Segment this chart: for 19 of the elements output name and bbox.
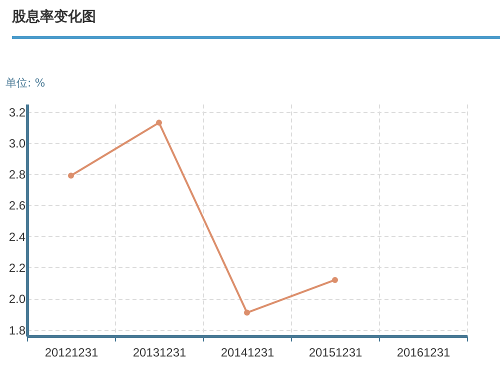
point: [332, 276, 338, 283]
x-tick-label: 20161231: [396, 346, 451, 360]
y-tick-label: 2.0: [8, 292, 26, 306]
y-tick-label: 3.2: [8, 105, 26, 120]
chart-title: 股息率变化图: [12, 8, 96, 26]
y-axis-title: 单位: %: [6, 76, 46, 90]
x-tick-label: 20121231: [44, 346, 99, 360]
y-tick-label: 2.2: [8, 260, 26, 275]
y-tick-label: 2.6: [8, 198, 26, 213]
point: [244, 310, 250, 316]
point: [68, 172, 74, 179]
y-tick-label: 3.0: [8, 136, 26, 150]
y-tick-label: 2.4: [8, 230, 26, 244]
x-tick-label: 20131231: [132, 346, 187, 360]
x-tick-label: 20151231: [308, 346, 363, 360]
x-tick-label: 20141231: [220, 346, 275, 360]
y-tick-label: 1.8: [8, 323, 26, 338]
y-tick-label: 2.8: [8, 168, 26, 182]
point: [156, 120, 162, 126]
